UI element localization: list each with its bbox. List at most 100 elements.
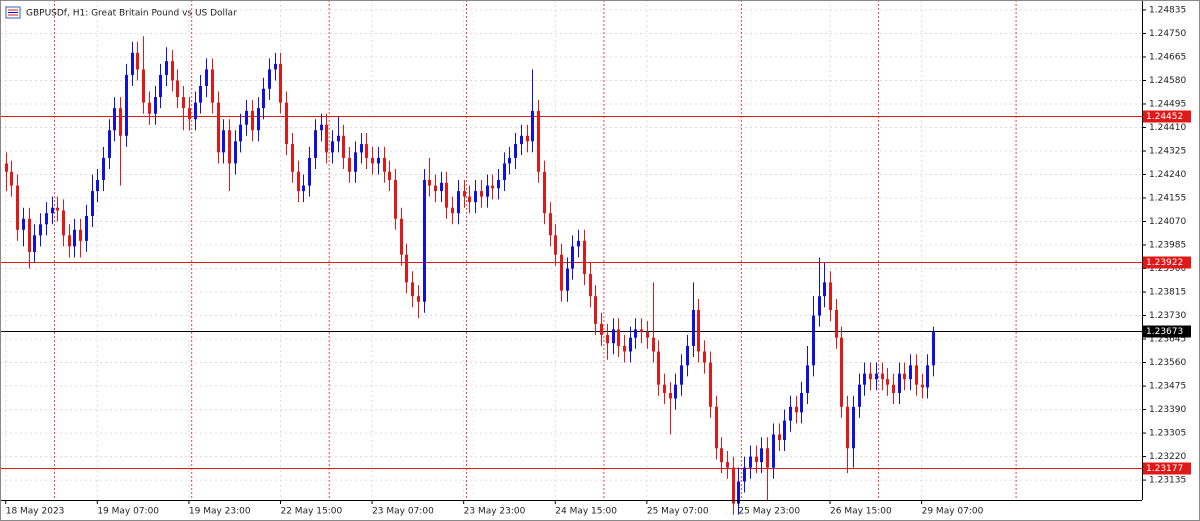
candle-body	[463, 191, 466, 197]
candle-body	[176, 80, 179, 98]
candle-body	[388, 171, 391, 181]
grid	[0, 0, 1142, 500]
candle-body	[428, 180, 431, 186]
candle-body	[377, 157, 380, 164]
candle-body	[629, 337, 632, 352]
y-tick-label: 1.23730	[1149, 311, 1186, 321]
y-tick-label: 1.23220	[1149, 452, 1186, 462]
y-tick-label: 1.23475	[1149, 382, 1186, 392]
candle-body	[268, 69, 271, 89]
candle-body	[383, 157, 386, 172]
price-level-box	[1143, 462, 1191, 475]
y-tick-label: 1.23645	[1149, 335, 1186, 345]
candle-body	[903, 373, 906, 380]
price-level-label: 1.23177	[1146, 464, 1183, 474]
y-tick-label: 1.24155	[1149, 194, 1186, 204]
candle-body	[131, 52, 134, 75]
y-tick-label: 1.23305	[1149, 429, 1186, 439]
candle-body	[778, 434, 781, 440]
y-tick-label: 1.24835	[1149, 5, 1186, 15]
candle-body	[640, 329, 643, 333]
candle-body	[182, 97, 185, 109]
candle-body	[846, 406, 849, 449]
candle-body	[886, 379, 889, 385]
candle-body	[755, 456, 758, 463]
candle-body	[508, 157, 511, 164]
candle-body	[686, 345, 689, 366]
candle-body	[921, 384, 924, 388]
candle-body	[245, 110, 248, 125]
candle-body	[28, 218, 31, 252]
candle-body	[194, 102, 197, 120]
candle-body	[148, 102, 151, 114]
candle-body	[709, 362, 712, 407]
candle-body	[102, 157, 105, 181]
candle-body	[302, 185, 305, 192]
candle-body	[852, 406, 855, 449]
candle-body	[829, 282, 832, 311]
candle-body	[680, 365, 683, 385]
candle-body	[320, 124, 323, 131]
candle-body	[766, 448, 769, 468]
candle-body	[239, 124, 242, 142]
candle-body	[892, 384, 895, 393]
candle-body	[692, 310, 695, 346]
candle-body	[577, 240, 580, 247]
candle-body	[783, 420, 786, 440]
candle-body	[394, 180, 397, 219]
candle-body	[171, 61, 174, 81]
candle-body	[365, 144, 368, 158]
candle-body	[79, 229, 82, 241]
candle-body	[205, 69, 208, 87]
candle-body	[623, 345, 626, 352]
candle-body	[772, 434, 775, 468]
candle-body	[909, 365, 912, 380]
candle-body	[354, 152, 357, 172]
candle-body	[10, 171, 13, 186]
candle-body	[262, 88, 265, 109]
candle-body	[674, 384, 677, 399]
candle-body	[497, 180, 500, 189]
candle-body	[51, 207, 54, 214]
candle-body	[142, 69, 145, 103]
candle-body	[600, 323, 603, 335]
y-tick-label: 1.24325	[1149, 146, 1186, 156]
candle-body	[291, 144, 294, 172]
candle-body	[234, 141, 237, 164]
y-tick-label: 1.24240	[1149, 170, 1186, 180]
candle-body	[669, 392, 672, 399]
candle-body	[743, 467, 746, 482]
y-tick-label: 1.23560	[1149, 358, 1186, 368]
candle-body	[125, 74, 128, 136]
candle-body	[932, 332, 935, 366]
candle-body	[617, 329, 620, 346]
candle-body	[795, 406, 798, 413]
candle-body	[526, 135, 529, 142]
y-tick-label: 1.23900	[1149, 264, 1186, 274]
candle-body	[188, 108, 191, 120]
candle-body	[199, 86, 202, 103]
price-level-box	[1143, 256, 1191, 269]
candle-body	[503, 163, 506, 181]
candle-body	[858, 384, 861, 407]
candle-body	[571, 246, 574, 269]
candle-body	[342, 135, 345, 158]
candle-body	[16, 185, 19, 230]
candle-body	[898, 373, 901, 393]
candle-body	[612, 329, 615, 344]
candle-body	[73, 229, 76, 247]
candle-body	[165, 61, 168, 75]
candle-body	[325, 124, 328, 153]
candles	[5, 36, 935, 515]
candle-body	[440, 182, 443, 192]
y-tick-label: 1.24495	[1149, 99, 1186, 109]
candle-body	[760, 448, 763, 463]
y-tick-label: 1.23985	[1149, 241, 1186, 251]
x-tick-label: 26 May 15:00	[830, 507, 892, 517]
candle-body	[583, 240, 586, 275]
candle-body	[800, 392, 803, 413]
candle-body	[715, 406, 718, 449]
